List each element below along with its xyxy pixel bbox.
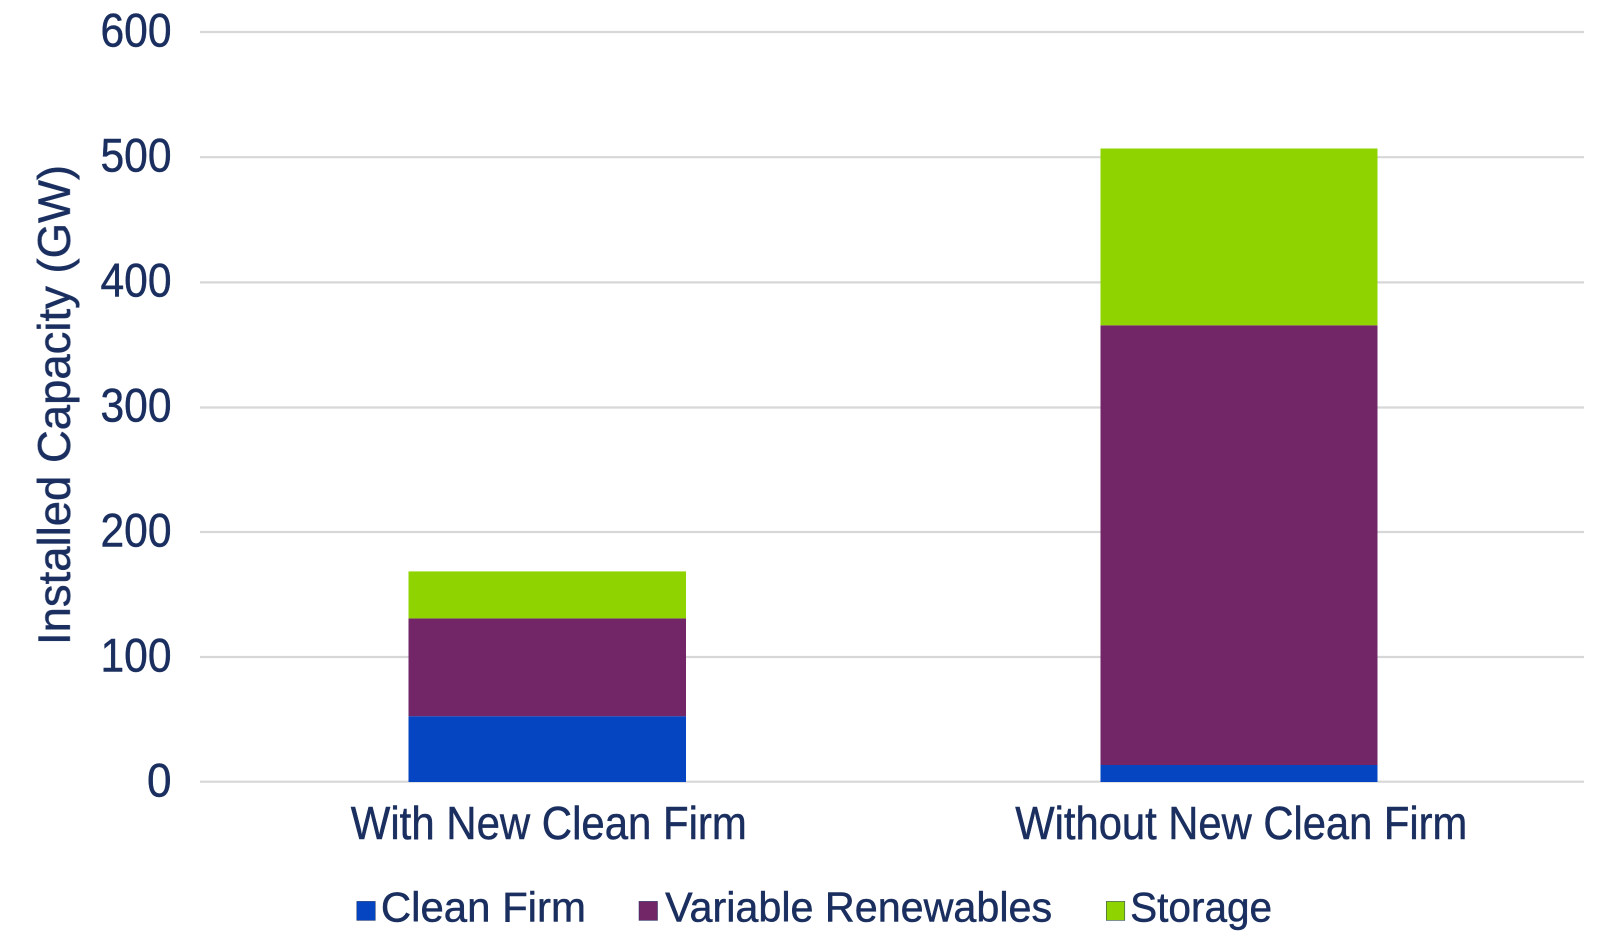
svg-text:400: 400 [101,254,172,307]
svg-text:300: 300 [101,379,172,432]
svg-text:600: 600 [101,4,172,57]
svg-text:500: 500 [101,129,172,182]
svg-text:200: 200 [101,504,172,557]
svg-text:100: 100 [101,629,172,682]
svg-text:Without New Clean Firm: Without New Clean Firm [1015,797,1467,849]
svg-text:Storage: Storage [1130,884,1272,931]
svg-text:0: 0 [147,754,172,807]
svg-text:Variable Renewables: Variable Renewables [665,884,1052,931]
svg-text:With New Clean Firm: With New Clean Firm [351,797,747,849]
svg-text:Installed Capacity (GW): Installed Capacity (GW) [29,165,80,645]
svg-text:Clean Firm: Clean Firm [381,884,586,931]
